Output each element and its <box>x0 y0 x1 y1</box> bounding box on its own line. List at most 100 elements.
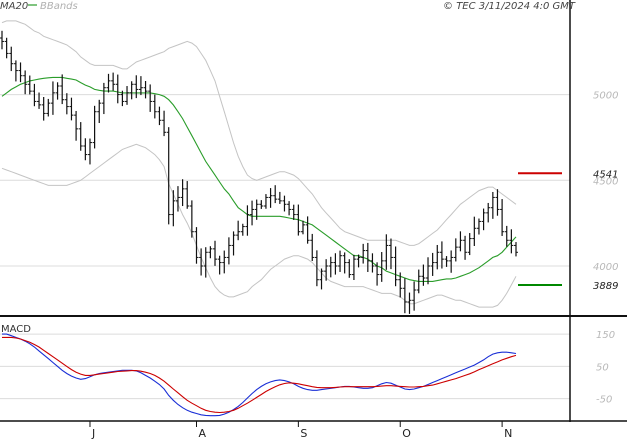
ohlc-bar <box>514 242 518 257</box>
ohlc-bar <box>490 191 495 219</box>
ohlc-bar <box>32 83 37 107</box>
ohlc-bar <box>416 269 421 294</box>
ohlc-bar <box>129 81 134 100</box>
ohlc-bar <box>64 93 69 115</box>
ohlc-bar <box>439 241 444 269</box>
macd-tick-label: 150 <box>596 330 615 341</box>
ohlc-bar <box>384 234 389 270</box>
ohlc-bar <box>69 97 74 121</box>
ohlc-bar <box>213 240 218 266</box>
ohlc-bar <box>157 106 162 126</box>
ohlc-bar <box>106 73 111 93</box>
ohlc-bar <box>203 247 208 278</box>
ohlc-bar <box>87 138 92 165</box>
ohlc-bar <box>171 190 176 227</box>
ohlc-bar <box>504 225 509 247</box>
ohlc-bar <box>338 250 343 272</box>
ohlc-bar <box>194 227 199 264</box>
ohlc-bar <box>231 231 236 256</box>
ohlc-bar <box>319 268 324 290</box>
ohlc-bar <box>342 252 347 274</box>
ohlc-bar <box>199 248 204 276</box>
ohlc-bar <box>148 84 153 112</box>
ohlc-bar <box>4 37 9 59</box>
ohlc-bar <box>291 204 296 220</box>
ohlc-bar <box>143 81 148 99</box>
ohlc-bar <box>166 127 171 225</box>
ohlc-bar <box>208 246 213 259</box>
ohlc-bar <box>83 138 88 161</box>
ohlc-bar <box>361 243 366 264</box>
legend-bbands: BBands <box>40 1 78 12</box>
macd-tick-label: 50 <box>596 362 609 373</box>
macd-lines <box>2 333 517 417</box>
ma20-line <box>1 76 517 282</box>
macd-signal-line <box>2 336 517 414</box>
bbands-upper-line <box>1 20 517 246</box>
bollinger-bands <box>1 20 517 308</box>
ohlc-bar <box>240 223 245 236</box>
ohlc-bar <box>245 205 250 236</box>
ohlc-bar <box>55 82 60 100</box>
ohlc-bar <box>263 194 268 209</box>
ohlc-bar <box>175 186 180 212</box>
ohlc-bar <box>259 200 264 209</box>
ohlc-bar <box>60 74 65 105</box>
ohlc-bar <box>453 238 458 262</box>
ohlc-bar <box>500 199 505 236</box>
ohlc-bar <box>134 75 139 99</box>
axis-labels: 5000 4500 4000 150 50 -50 J A S O N <box>89 91 618 440</box>
month-label: O <box>402 427 411 440</box>
month-label: S <box>300 427 307 440</box>
month-label: J <box>91 427 95 440</box>
ohlc-bar <box>111 72 116 91</box>
ohlc-bar <box>254 199 259 220</box>
level-label-4541: 4541 <box>593 169 618 180</box>
price-levels: 4541 3889 <box>518 169 618 292</box>
ohlc-bar <box>444 256 449 267</box>
ohlc-bar <box>282 195 287 212</box>
ohlc-bar <box>23 70 28 95</box>
ohlc-bar <box>407 292 412 314</box>
ohlc-bar <box>421 264 426 286</box>
ohlc-bar <box>250 200 255 226</box>
ohlc-bar <box>287 201 292 216</box>
ohlc-bar <box>356 254 361 268</box>
price-tick-label: 4000 <box>593 262 618 273</box>
ohlc-bar <box>9 46 14 72</box>
ohlc-bar <box>101 82 106 115</box>
price-tick-label: 4500 <box>593 176 618 187</box>
ohlc-bar <box>365 242 370 272</box>
ohlc-bar <box>78 122 83 151</box>
ohlc-bar <box>328 256 333 278</box>
macd-tick-label: -50 <box>596 395 612 406</box>
ohlc-bar <box>46 98 51 117</box>
bbands-lower-line <box>1 143 517 308</box>
ohlc-bar <box>13 60 18 82</box>
price-bars <box>0 30 518 314</box>
ohlc-bar <box>296 204 301 236</box>
ohlc-bar <box>305 216 310 244</box>
ohlc-bar <box>388 238 393 270</box>
ohlc-bar <box>463 235 468 260</box>
ohlc-bar <box>37 92 42 109</box>
ohlc-bar <box>222 250 227 274</box>
ohlc-bar <box>50 81 55 115</box>
ohlc-bar <box>125 86 130 105</box>
month-label: N <box>504 427 512 440</box>
ohlc-bar <box>74 110 79 141</box>
ohlc-bar <box>310 233 315 262</box>
ohlc-bar <box>120 90 125 107</box>
ohlc-bar <box>467 233 472 256</box>
ohlc-bar <box>185 181 190 209</box>
ohlc-bar <box>486 202 491 223</box>
ohlc-bar <box>180 179 185 207</box>
ohlc-bar <box>426 257 431 285</box>
ohlc-bar <box>495 189 500 216</box>
ohlc-bar <box>41 97 46 121</box>
ohlc-bar <box>236 220 241 241</box>
ohlc-bar <box>351 254 356 281</box>
ohlc-bar <box>333 253 338 275</box>
ohlc-bar <box>27 75 32 95</box>
